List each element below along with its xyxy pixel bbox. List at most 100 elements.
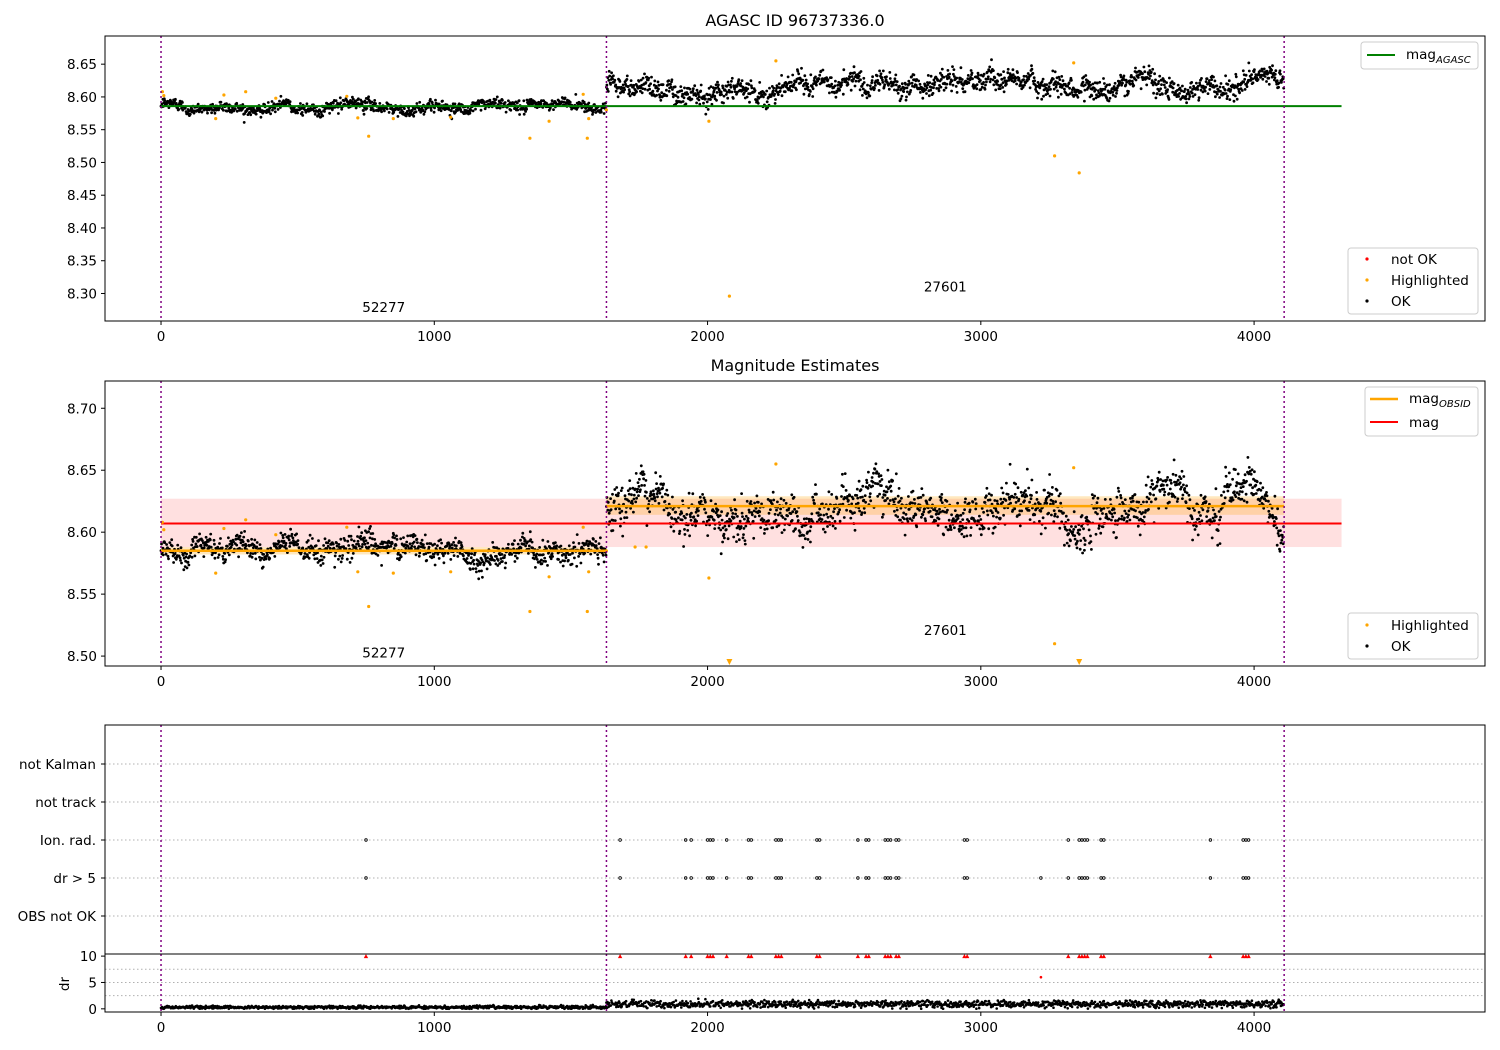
ok-point [724,89,727,92]
ok-point [523,539,527,542]
ok-point [338,96,342,100]
ok-point [772,86,776,90]
ok-point [1197,98,1201,102]
ok-point [571,551,574,555]
ok-point [357,525,361,529]
ok-point [681,100,685,103]
ok-point [404,546,408,550]
ok-point [1089,534,1092,538]
ok-point [221,557,225,561]
ok-point [323,110,326,113]
ok-point [606,501,610,504]
ok-point [1224,74,1227,78]
ok-point [808,93,811,96]
ok-point [658,475,662,478]
ok-point [695,519,698,523]
ok-point [1112,507,1116,511]
ok-point [984,83,987,87]
ok-point [1124,78,1128,82]
ok-point [1213,512,1217,516]
ok-point [1137,500,1141,504]
ok-point [678,529,682,533]
ok-point [1026,72,1030,75]
ok-point [1235,491,1239,495]
ok-point [986,513,990,517]
ok-point [1226,94,1229,98]
ok-point [340,557,344,560]
ok-point [817,77,821,81]
ok-point [765,89,769,93]
ok-point [351,543,355,547]
ok-point [951,65,954,68]
ok-point [356,539,360,543]
ok-point [830,82,834,86]
ok-point [174,557,178,561]
ok-point [996,80,999,83]
ok-point [1258,69,1262,73]
estimates-highlighted-points [160,462,1083,665]
ok-point [518,113,521,116]
ok-point [432,110,436,114]
ok-point [617,491,620,495]
ok-point [599,536,602,540]
ok-point [876,78,880,82]
ok-point [625,516,629,519]
ok-point [339,560,343,564]
ok-point [1239,486,1243,489]
ok-point [1147,497,1151,501]
ok-point [1008,497,1011,501]
ok-point [1107,517,1111,521]
ok-point [995,515,998,519]
ok-point [969,534,972,537]
ok-point [516,108,520,112]
ok-point [884,78,888,82]
ok-point [1063,87,1066,91]
ok-point [893,88,896,92]
ok-point [960,532,964,536]
ok-point [953,75,956,78]
ok-point [1188,86,1192,89]
ok-point [925,86,929,90]
ok-point [1244,73,1248,77]
ok-point [906,520,910,523]
ok-point [240,531,243,535]
ok-point [844,489,848,492]
ok-point [995,499,999,503]
ok-point [862,498,866,502]
ok-point [939,496,943,500]
ok-point [1147,72,1150,76]
ok-point [270,100,274,103]
ok-point [852,77,855,81]
ok-point [493,559,496,562]
ok-point [624,510,628,514]
ok-point [1274,69,1278,73]
ok-point [868,94,872,98]
ok-point [832,510,835,514]
ok-point [739,525,743,528]
ok-point [1084,74,1088,77]
ok-point [707,86,711,90]
ok-point [780,74,783,77]
ok-point [808,529,812,533]
ok-point [688,96,691,99]
ok-point [903,86,907,90]
ok-point [1180,485,1183,489]
ok-point [1052,87,1056,91]
flag-point [774,838,778,842]
ok-point [1261,486,1265,490]
ok-point [860,511,864,515]
ok-point [591,113,594,116]
ok-point [863,494,867,497]
ok-point [1180,89,1183,93]
ok-point [1145,495,1149,499]
ok-point [1243,473,1247,477]
ok-point [1218,96,1221,99]
ok-point [337,112,340,115]
ok-point [688,87,692,91]
ok-point [534,566,537,569]
ok-point [385,107,389,111]
ok-point [1036,96,1039,100]
ok-point [1176,478,1180,482]
ok-point [746,517,750,520]
ok-point [1029,74,1032,77]
